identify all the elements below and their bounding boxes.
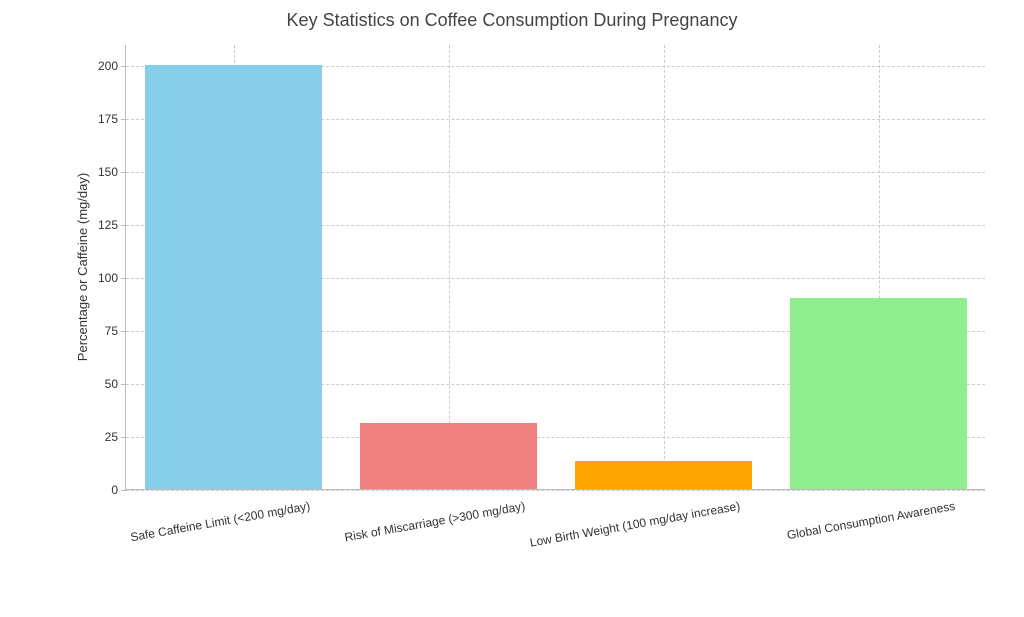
bar bbox=[790, 298, 966, 489]
grid-line-horizontal bbox=[126, 490, 985, 491]
y-tick-label: 25 bbox=[86, 430, 126, 444]
x-tick-label: Risk of Miscarriage (>300 mg/day) bbox=[341, 489, 525, 544]
x-tick-label: Global Consumption Awareness bbox=[784, 489, 956, 542]
y-tick-label: 175 bbox=[86, 112, 126, 126]
chart-title: Key Statistics on Coffee Consumption Dur… bbox=[0, 10, 1024, 31]
x-tick-label: Low Birth Weight (100 mg/day increase) bbox=[527, 489, 741, 550]
y-tick-label: 100 bbox=[86, 271, 126, 285]
y-tick-label: 150 bbox=[86, 165, 126, 179]
y-tick-label: 75 bbox=[86, 324, 126, 338]
plot-area: 0255075100125150175200Safe Caffeine Limi… bbox=[125, 45, 985, 490]
y-tick-label: 200 bbox=[86, 59, 126, 73]
chart-container: Key Statistics on Coffee Consumption Dur… bbox=[0, 0, 1024, 617]
bar bbox=[575, 461, 751, 489]
x-tick-label: Safe Caffeine Limit (<200 mg/day) bbox=[127, 489, 311, 544]
bar bbox=[360, 423, 536, 489]
y-tick-label: 50 bbox=[86, 377, 126, 391]
y-tick-label: 0 bbox=[86, 483, 126, 497]
grid-line-vertical bbox=[664, 45, 665, 489]
y-tick-label: 125 bbox=[86, 218, 126, 232]
bar bbox=[145, 65, 321, 489]
